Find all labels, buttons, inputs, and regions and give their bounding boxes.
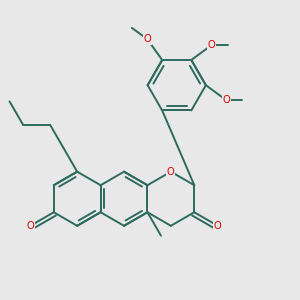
Text: O: O [222,95,230,105]
Text: O: O [167,167,175,177]
Text: O: O [214,221,222,231]
Text: O: O [143,34,151,44]
Text: O: O [26,221,34,231]
Text: O: O [208,40,215,50]
